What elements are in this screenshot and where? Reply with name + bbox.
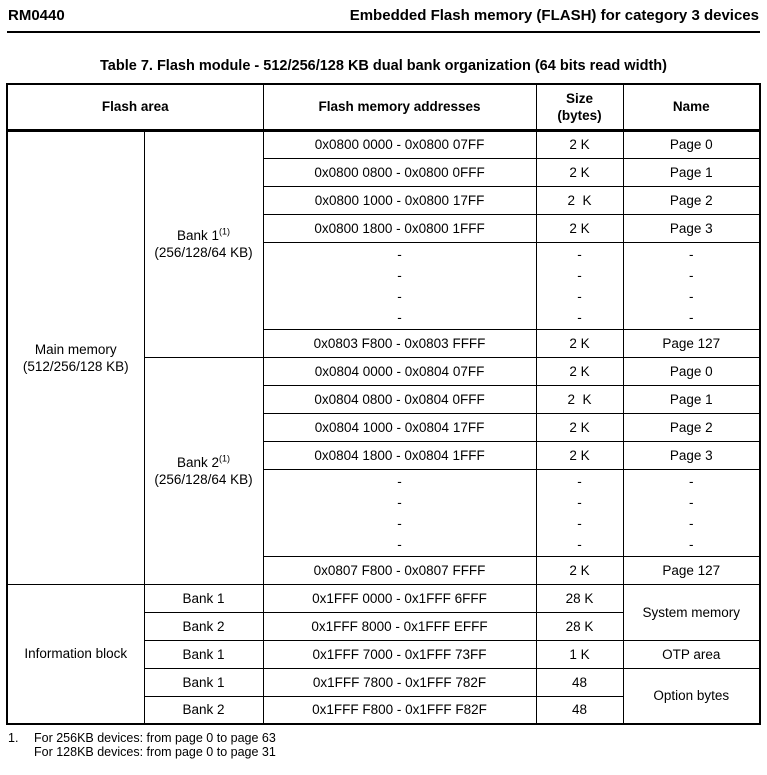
page-cell: Page 127 xyxy=(622,328,761,358)
bank-size-label: (256/128/64 KB) xyxy=(154,245,253,260)
size-cell: 28 K xyxy=(535,583,624,613)
table-row: 0x0800 0800 - 0x0800 0FFF 2 K Page 1 xyxy=(7,157,761,187)
addr-cell: 0x0804 1000 - 0x0804 17FF xyxy=(262,412,537,442)
footnote-ref: (1) xyxy=(219,226,231,237)
page-cell: Page 0 xyxy=(622,129,761,159)
table-row: Main memory (512/256/128 KB) Bank 1(1) (2… xyxy=(6,129,761,585)
name-cell-option-bytes: Option bytes xyxy=(622,667,761,725)
ellipsis-row: - - - - - - - - - - - - xyxy=(7,468,761,557)
ellipsis-cell: - - - - xyxy=(535,468,624,557)
table-row: Bank 1 0x1FFF 7800 - 0x1FFF 782F 48 Opti… xyxy=(7,667,761,725)
size-cell: 2 K xyxy=(535,328,624,358)
size-cell: 2 K xyxy=(535,157,624,187)
name-cell-otp-area: OTP area xyxy=(622,639,761,669)
addr-cell: 0x0807 F800 - 0x0807 FFFF xyxy=(262,555,537,585)
page-cell: Page 1 xyxy=(622,157,761,187)
size-cell: 2 K xyxy=(535,384,624,414)
table-row: Bank 2 0x1FFF F800 - 0x1FFF F82F 48 xyxy=(7,695,760,725)
col-header-addresses: Flash memory addresses xyxy=(262,83,537,132)
page-cell: Page 2 xyxy=(622,412,761,442)
addr-cell: 0x1FFF 0000 - 0x1FFF 6FFF xyxy=(262,583,537,613)
information-block-label: Information block xyxy=(6,583,145,725)
size-cell: 2 K xyxy=(535,412,624,442)
addr-cell: 0x0800 0800 - 0x0800 0FFF xyxy=(262,157,537,187)
footnote-ref: (1) xyxy=(219,453,231,463)
col-header-name: Name xyxy=(622,83,761,132)
chapter-title: Embedded Flash memory (FLASH) for catego… xyxy=(349,7,759,24)
size-cell: 2 K xyxy=(535,440,624,470)
bank1-label: Bank 1(1) (256/128/64 KB) xyxy=(143,129,264,358)
footnote-number: 1. xyxy=(8,731,19,745)
bank-cell: Bank 1 xyxy=(143,583,264,613)
size-cell: 2 K xyxy=(535,213,624,243)
col-header-flash-area: Flash area xyxy=(6,83,264,132)
name-cell-system-memory: System memory xyxy=(622,583,761,641)
page-cell: Page 2 xyxy=(622,185,761,215)
addr-cell: 0x0804 1800 - 0x0804 1FFF xyxy=(262,440,537,470)
page-cell: Page 0 xyxy=(622,356,761,386)
flash-module-table: Flash area Flash memory addresses Size (… xyxy=(6,83,762,725)
size-cell: 2 K xyxy=(535,185,624,215)
bank-name: Bank 1 xyxy=(176,228,220,243)
ellipsis-cell: - - - - xyxy=(622,468,761,557)
size-cell: 48 xyxy=(535,667,624,697)
bank-size-label: (256/128/64 KB) xyxy=(154,471,253,487)
footnote-line: For 128KB devices: from page 0 to page 3… xyxy=(34,744,276,759)
table-row: Bank 2(1) (256/128/64 KB) 0x0804 0000 - 0… xyxy=(7,356,761,585)
size-cell: 28 K xyxy=(535,611,624,641)
addr-cell: 0x1FFF 7000 - 0x1FFF 73FF xyxy=(262,639,537,669)
addr-cell: 0x0800 1000 - 0x0800 17FF xyxy=(262,185,537,215)
table-header-row: Flash area Flash memory addresses Size (… xyxy=(6,83,761,132)
table-title: Table 7. Flash module - 512/256/128 KB d… xyxy=(100,58,667,74)
page-cell: Page 3 xyxy=(622,440,761,470)
footnote: 1. For 256KB devices: from page 0 to pag… xyxy=(8,731,767,759)
bank-cell: Bank 2 xyxy=(143,611,264,641)
bank-cell: Bank 2 xyxy=(143,695,264,725)
bank-name: Bank 2 xyxy=(176,454,220,470)
bank2-label: Bank 2(1) (256/128/64 KB) xyxy=(143,356,264,585)
addr-cell: 0x0800 1800 - 0x0800 1FFF xyxy=(262,213,537,243)
table-row: 0x0804 0800 - 0x0804 0FFF 2 K Page 1 xyxy=(7,384,761,414)
table-row: Bank 2 0x1FFF 8000 - 0x1FFF EFFF 28 K xyxy=(7,611,760,641)
ellipsis-cell: - - - - xyxy=(262,241,537,330)
addr-cell: 0x1FFF F800 - 0x1FFF F82F xyxy=(262,695,537,725)
col-header-size: Size (bytes) xyxy=(535,83,624,132)
footnote-lines: For 256KB devices: from page 0 to page 6… xyxy=(34,731,276,759)
ellipsis-cell: - - - - xyxy=(262,468,537,557)
table-row: Information block Bank 1 0x1FFF 0000 - 0… xyxy=(6,583,761,725)
addr-cell: 0x0803 F800 - 0x0803 FFFF xyxy=(262,328,537,358)
table-row: 0x0800 1800 - 0x0800 1FFF 2 K Page 3 xyxy=(7,213,761,243)
size-cell: 1 K xyxy=(535,639,624,669)
page-cell: Page 3 xyxy=(622,213,761,243)
footnote-line: For 256KB devices: from page 0 to page 6… xyxy=(34,731,276,745)
addr-cell: 0x0800 0000 - 0x0800 07FF xyxy=(262,129,537,159)
table-row: 0x0803 F800 - 0x0803 FFFF 2 K Page 127 xyxy=(7,328,761,358)
table-row: 0x0800 1000 - 0x0800 17FF 2 K Page 2 xyxy=(7,185,761,215)
size-cell: 48 xyxy=(535,695,624,725)
doc-id: RM0440 xyxy=(8,7,65,24)
size-cell: 2 K xyxy=(535,356,624,386)
main-memory-label: Main memory (512/256/128 KB) xyxy=(6,129,145,585)
page-cell: Page 127 xyxy=(622,555,761,585)
addr-cell: 0x0804 0800 - 0x0804 0FFF xyxy=(262,384,537,414)
ellipsis-cell: - - - - xyxy=(535,241,624,330)
ellipsis-cell: - - - - xyxy=(622,241,761,330)
page-cell: Page 1 xyxy=(622,384,761,414)
bank-cell: Bank 1 xyxy=(143,639,264,669)
addr-cell: 0x0804 0000 - 0x0804 07FF xyxy=(262,356,537,386)
size-cell: 2 K xyxy=(535,129,624,159)
addr-cell: 0x1FFF 8000 - 0x1FFF EFFF xyxy=(262,611,537,641)
page-header: RM0440 Embedded Flash memory (FLASH) for… xyxy=(7,0,760,33)
table-row: 0x0807 F800 - 0x0807 FFFF 2 K Page 127 xyxy=(7,555,761,585)
addr-cell: 0x1FFF 7800 - 0x1FFF 782F xyxy=(262,667,537,697)
bank-cell: Bank 1 xyxy=(143,667,264,697)
size-cell: 2 K xyxy=(535,555,624,585)
